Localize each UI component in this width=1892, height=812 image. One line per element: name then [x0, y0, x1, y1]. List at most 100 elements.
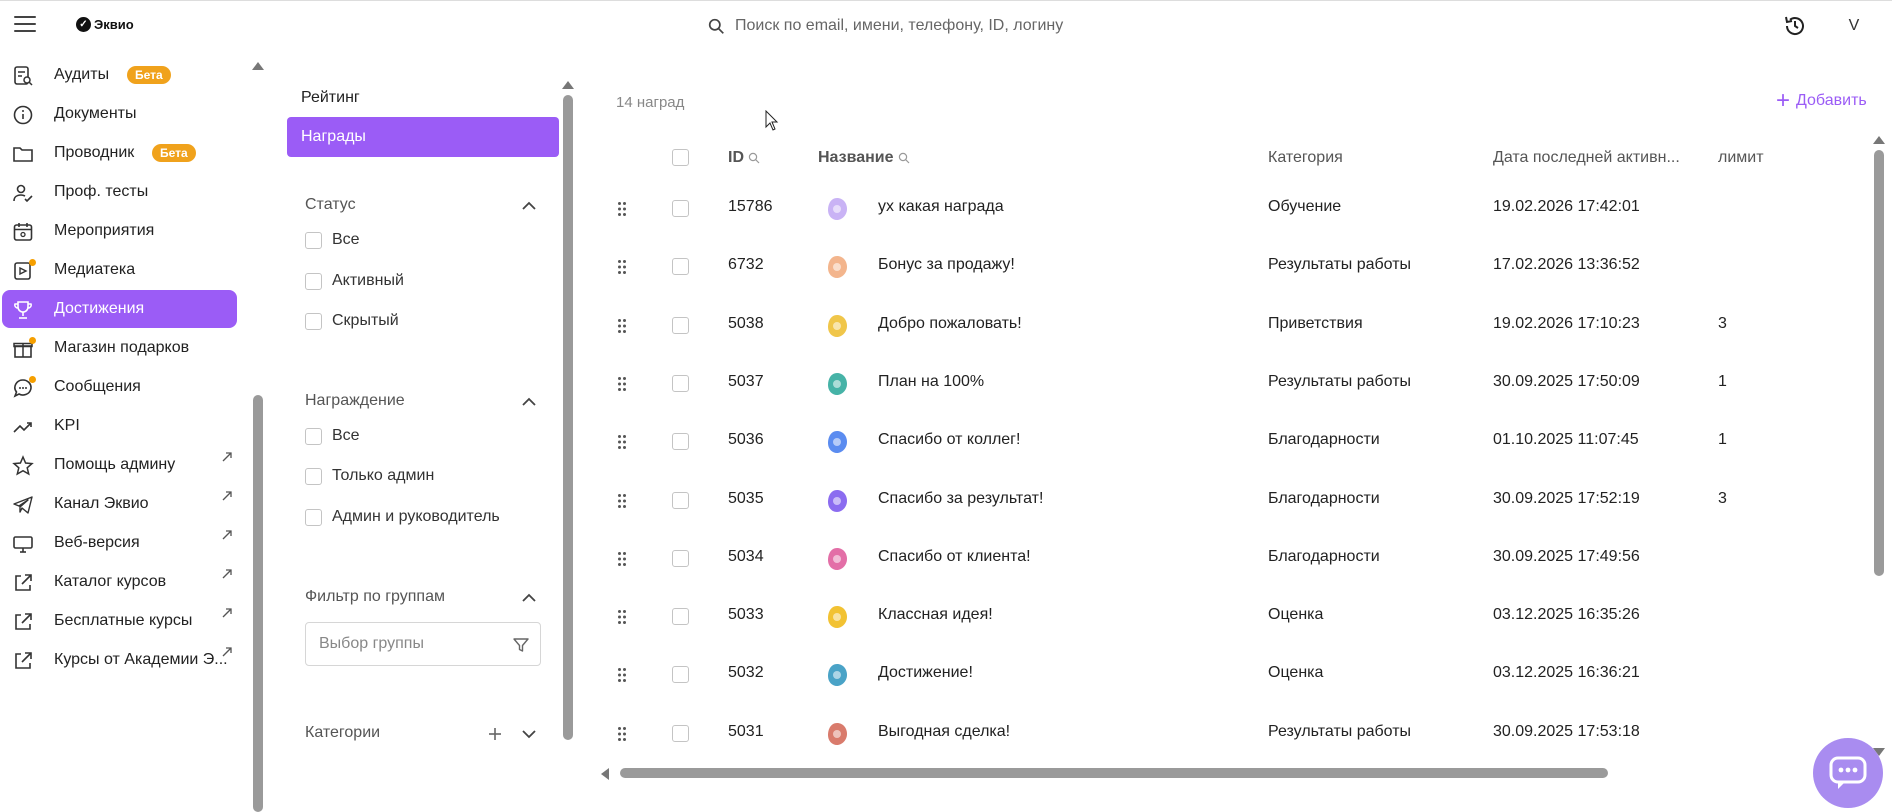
sidebar-item-prof-tests[interactable]: Проф. тесты: [2, 173, 237, 211]
row-checkbox[interactable]: [672, 200, 689, 217]
drag-handle-icon[interactable]: [617, 201, 627, 217]
checkbox[interactable]: [305, 508, 322, 526]
table-horizontal-scrollbar[interactable]: [620, 768, 1608, 778]
sidebar-scroll-up-arrow[interactable]: [252, 62, 264, 70]
chevron-up-icon[interactable]: [521, 590, 537, 606]
table-scroll-left-arrow[interactable]: [601, 768, 609, 780]
drag-handle-icon[interactable]: [617, 259, 627, 275]
status-active-checkbox[interactable]: Активный: [305, 272, 404, 290]
sidebar-item-free-courses[interactable]: Бесплатные курсы: [2, 602, 237, 640]
status-hidden-checkbox[interactable]: Скрытый: [305, 312, 399, 330]
menu-icon[interactable]: [14, 16, 36, 34]
award-name[interactable]: Спасибо от коллег!: [878, 431, 1021, 449]
award-name[interactable]: Спасибо за результат!: [878, 489, 1044, 507]
tab-awards[interactable]: Награды: [287, 117, 559, 157]
status-all-checkbox[interactable]: Все: [305, 231, 360, 249]
column-header-name[interactable]: Название: [818, 149, 910, 167]
search-input[interactable]: [735, 17, 1255, 35]
avatar[interactable]: V: [1848, 17, 1860, 34]
select-all-checkbox[interactable]: [672, 149, 689, 166]
row-checkbox[interactable]: [672, 316, 689, 334]
award-name[interactable]: Спасибо от клиента!: [878, 547, 1031, 565]
sidebar-item-events[interactable]: Мероприятия: [2, 212, 237, 250]
award-name[interactable]: Бонус за продажу!: [878, 256, 1015, 274]
award-name[interactable]: Выгодная сделка!: [878, 722, 1011, 740]
row-checkbox[interactable]: [672, 258, 689, 276]
row-checkbox[interactable]: [672, 666, 689, 684]
award-all-checkbox[interactable]: Все: [305, 427, 360, 445]
award-name[interactable]: Достижение!: [878, 664, 973, 682]
row-checkbox[interactable]: [672, 608, 689, 626]
history-icon[interactable]: [1783, 14, 1807, 38]
checkbox[interactable]: [305, 272, 322, 290]
sidebar-item-channel[interactable]: Канал Эквио: [2, 485, 237, 523]
tab-rating[interactable]: Рейтинг: [301, 89, 360, 106]
checkbox[interactable]: [305, 467, 322, 485]
column-header-limit[interactable]: лимит: [1718, 149, 1764, 166]
table-row[interactable]: 5033 Классная идея! Оценка 03.12.2025 16:35…: [600, 588, 1870, 646]
sidebar-item-explorer[interactable]: Проводник Бета: [2, 134, 237, 172]
checkbox[interactable]: [305, 312, 322, 330]
group-select[interactable]: Выбор группы: [305, 622, 541, 666]
sidebar-scrollbar[interactable]: [253, 395, 263, 812]
chevron-up-icon[interactable]: [521, 394, 537, 410]
search-icon[interactable]: [748, 152, 760, 164]
drag-handle-icon[interactable]: [617, 376, 627, 392]
row-checkbox[interactable]: [672, 374, 689, 392]
table-row[interactable]: 5038 Добро пожаловать! Приветствия 19.02.20…: [600, 297, 1870, 355]
support-chat-button[interactable]: [1813, 738, 1883, 808]
chevron-up-icon[interactable]: [521, 198, 537, 214]
award-name[interactable]: План на 100%: [878, 372, 985, 390]
sidebar-item-documents[interactable]: Документы: [2, 95, 237, 133]
table-row[interactable]: 5034 Спасибо от клиента! Благодарности 30.0…: [600, 530, 1870, 588]
row-checkbox[interactable]: [672, 549, 689, 567]
sidebar-item-academy-courses[interactable]: Курсы от Академии Э...: [2, 641, 237, 679]
column-header-last-active[interactable]: Дата последней активн...: [1493, 149, 1680, 166]
sidebar-item-course-catalog[interactable]: Каталог курсов: [2, 563, 237, 601]
award-admin-manager-checkbox[interactable]: Админ и руководитель: [305, 508, 500, 526]
add-button[interactable]: + Добавить: [1776, 89, 1867, 113]
award-name[interactable]: Добро пожаловать!: [878, 314, 1022, 332]
sidebar-item-gift-shop[interactable]: Магазин подарков: [2, 329, 237, 367]
plus-icon[interactable]: [487, 726, 503, 742]
table-row[interactable]: 5032 Достижение! Оценка 03.12.2025 16:36:21: [600, 646, 1870, 704]
award-name[interactable]: Классная идея!: [878, 606, 993, 624]
drag-handle-icon[interactable]: [617, 667, 627, 683]
filters-scroll-up-arrow[interactable]: [562, 81, 574, 89]
checkbox[interactable]: [305, 427, 322, 445]
drag-handle-icon[interactable]: [617, 551, 627, 567]
row-checkbox[interactable]: [672, 724, 689, 742]
table-row[interactable]: 5036 Спасибо от коллег! Благодарности 01.10…: [600, 413, 1870, 471]
drag-handle-icon[interactable]: [617, 726, 627, 742]
award-admin-only-checkbox[interactable]: Только админ: [305, 467, 434, 485]
award-name[interactable]: ух какая награда: [878, 198, 1004, 215]
table-scroll-up-arrow[interactable]: [1873, 136, 1885, 144]
table-row[interactable]: 5035 Спасибо за результат! Благодарности 30…: [600, 472, 1870, 530]
table-row[interactable]: 5031 Выгодная сделка! Результаты работы 30.…: [600, 705, 1870, 763]
sidebar-item-achievements[interactable]: Достижения: [2, 290, 237, 328]
table-vertical-scrollbar[interactable]: [1874, 150, 1884, 576]
sidebar-item-media[interactable]: Медиатека: [2, 251, 237, 289]
sidebar-item-kpi[interactable]: KPI: [2, 407, 237, 445]
column-header-id[interactable]: ID: [728, 149, 760, 167]
column-header-category[interactable]: Категория: [1268, 149, 1343, 166]
checkbox[interactable]: [305, 231, 322, 249]
sidebar-item-audits[interactable]: Аудиты Бета: [2, 56, 237, 94]
sidebar-item-messages[interactable]: Сообщения: [2, 368, 237, 406]
table-row[interactable]: 6732 Бонус за продажу! Результаты работы 17…: [600, 238, 1870, 296]
logo[interactable]: ✓ Эквио: [76, 17, 134, 32]
table-scroll-down-arrow[interactable]: [1873, 748, 1885, 756]
filters-scrollbar[interactable]: [563, 95, 573, 740]
search-icon[interactable]: [898, 152, 910, 164]
row-checkbox[interactable]: [672, 433, 689, 451]
row-checkbox[interactable]: [672, 491, 689, 509]
drag-handle-icon[interactable]: [617, 493, 627, 509]
table-row[interactable]: 5037 План на 100% Результаты работы 30.09.2…: [600, 355, 1870, 413]
sidebar-item-admin-help[interactable]: Помощь админу: [2, 446, 237, 484]
table-row[interactable]: 15786 ух какая награда Обучение 19.02.2026 …: [600, 180, 1870, 238]
sidebar-item-web-version[interactable]: Веб-версия: [2, 524, 237, 562]
chevron-down-icon[interactable]: [521, 726, 537, 742]
drag-handle-icon[interactable]: [617, 434, 627, 450]
drag-handle-icon[interactable]: [617, 609, 627, 625]
drag-handle-icon[interactable]: [617, 318, 627, 334]
